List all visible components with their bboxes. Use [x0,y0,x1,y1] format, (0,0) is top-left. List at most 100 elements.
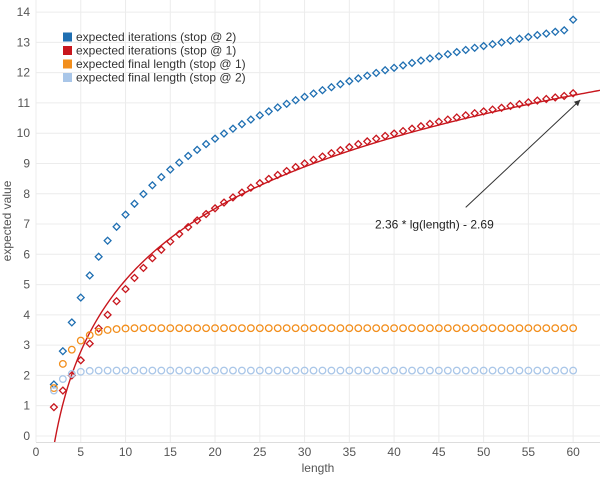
data-point [371,68,381,78]
data-point [273,366,282,375]
data-point [229,366,237,375]
data-point [488,324,497,333]
data-point [443,366,452,375]
data-point [300,92,309,102]
data-point [121,324,130,333]
x-tick-label: 50 [477,445,491,459]
data-point [67,318,77,327]
y-tick-label: 10 [17,126,31,140]
data-point [76,367,85,376]
data-point [470,324,479,333]
data-point [309,324,318,333]
data-point [461,324,470,333]
y-tick-label: 6 [23,247,30,261]
data-point [219,129,229,138]
data-point [300,324,309,333]
data-point [559,91,569,101]
data-point [148,253,157,263]
data-point [85,271,95,280]
data-point [470,43,479,53]
data-point [220,366,228,375]
data-point [569,366,578,375]
data-point [229,324,237,333]
data-point [390,324,399,333]
data-point [184,324,193,333]
data-point [515,366,524,375]
legend-label: expected iterations (stop @ 1) [76,44,236,58]
data-point [166,366,175,375]
data-point [515,324,524,333]
data-point [121,284,130,294]
data-point [49,386,58,395]
series-4 [49,366,578,395]
data-point [210,134,220,143]
axes: 0 5 10 15 20 25 30 35 40 45 50 55 600123456789101112… [17,5,600,459]
data-point [434,117,444,127]
data-point [211,324,219,333]
data-point [407,124,417,133]
data-point [291,95,300,105]
data-point [202,366,211,375]
y-tick-label: 2 [23,368,30,382]
x-tick-label: 30 [298,445,312,459]
data-point [76,355,86,365]
x-tick-label: 20 [208,445,222,459]
x-tick-label: 55 [522,445,536,459]
data-point [506,36,515,45]
x-tick-label: 25 [253,445,267,459]
data-point [264,366,273,375]
data-point [67,371,77,380]
data-point [381,324,390,333]
grid [35,0,600,442]
x-tick-label: 0 [33,445,40,459]
data-point [524,366,533,375]
data-point [372,366,381,375]
data-point [246,324,255,333]
data-point [345,76,354,86]
data-point [541,94,551,104]
data-point [165,237,175,246]
data-point [49,384,58,393]
data-point [434,51,444,61]
series-2 [49,88,578,412]
data-point [130,273,139,283]
data-point [94,252,103,262]
data-point [175,366,184,375]
data-point [497,324,506,333]
data-point [416,121,426,131]
data-point [345,366,354,375]
y-axis-label: expected value [0,180,14,261]
y-tick-label: 5 [23,278,30,292]
x-tick-label: 10 [119,445,133,459]
data-point [300,366,309,375]
series-1 [49,15,578,389]
data-point [550,27,560,37]
fit-curve-layer [53,89,600,442]
data-point [372,324,381,333]
legend-swatch [63,32,72,42]
data-point [139,366,148,375]
data-point [542,324,551,333]
data-point [121,210,130,219]
data-point [417,366,425,375]
data-point [506,366,515,375]
data-point [533,324,542,333]
fit-curve [53,89,600,442]
data-point [255,178,265,188]
data-point [362,71,372,81]
data-point [479,366,488,375]
data-point [130,324,139,333]
data-point [363,366,372,375]
x-tick-label: 15 [164,445,178,459]
data-point [389,129,399,138]
data-point [219,198,229,207]
data-point [354,366,363,375]
data-point [193,324,202,333]
data-point [470,366,479,375]
data-point [470,108,479,118]
data-point [506,324,515,333]
data-point [425,54,435,63]
data-point [560,366,569,375]
data-point [381,366,390,375]
data-point [58,359,67,368]
